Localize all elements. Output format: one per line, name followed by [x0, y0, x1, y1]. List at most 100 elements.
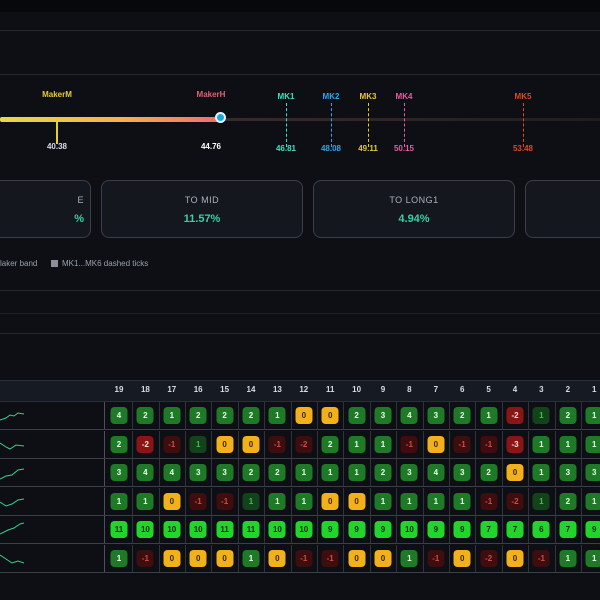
- score-badge[interactable]: 4: [136, 464, 154, 481]
- score-badge[interactable]: 1: [585, 435, 600, 453]
- score-badge[interactable]: 0: [242, 435, 260, 453]
- score-badge[interactable]: -3: [506, 435, 524, 453]
- score-badge[interactable]: 0: [295, 407, 313, 424]
- score-badge[interactable]: 10: [268, 521, 286, 538]
- table-row[interactable]: 1 1 0 -1 -1 1 1 1 0 0 1 1 1 1 -1 -2 1 2 1: [0, 487, 600, 516]
- score-badge[interactable]: 3: [216, 464, 234, 481]
- score-badge[interactable]: -1: [400, 435, 418, 453]
- score-badge[interactable]: 4: [163, 464, 181, 481]
- score-badge[interactable]: 0: [453, 549, 471, 567]
- score-badge[interactable]: 3: [374, 407, 392, 424]
- column-header[interactable]: 19: [114, 385, 124, 394]
- column-header[interactable]: 1: [591, 385, 597, 394]
- score-badge[interactable]: 1: [400, 492, 418, 510]
- score-badge[interactable]: 0: [216, 549, 234, 567]
- score-badge[interactable]: 2: [189, 407, 207, 424]
- score-badge[interactable]: -1: [189, 492, 207, 510]
- table-row[interactable]: 2 -2 -1 1 0 0 -1 -2 2 1 1 -1 0 -1 -1 -3 1 1 1: [0, 430, 600, 459]
- score-badge[interactable]: 2: [559, 407, 577, 424]
- score-badge[interactable]: 1: [532, 435, 550, 453]
- score-badge[interactable]: 3: [453, 464, 471, 481]
- column-header[interactable]: 2: [565, 385, 571, 394]
- score-badge[interactable]: 1: [268, 407, 286, 424]
- score-badge[interactable]: 1: [559, 435, 577, 453]
- column-header[interactable]: 10: [352, 385, 362, 394]
- score-badge[interactable]: 0: [427, 435, 445, 453]
- score-badge[interactable]: 2: [453, 407, 471, 424]
- score-badge[interactable]: -1: [480, 435, 498, 453]
- table-row[interactable]: 1 -1 0 0 0 1 0 -1 -1 0 0 1 -1 0 -2 0 -1 1 1: [0, 544, 600, 573]
- score-badge[interactable]: 1: [110, 492, 128, 510]
- score-badge[interactable]: 1: [163, 407, 181, 424]
- score-badge[interactable]: 3: [585, 464, 600, 481]
- column-header[interactable]: 18: [140, 385, 150, 394]
- score-badge[interactable]: 7: [559, 521, 577, 538]
- score-badge[interactable]: 1: [400, 549, 418, 567]
- score-badge[interactable]: 2: [216, 407, 234, 424]
- score-badge[interactable]: 3: [110, 464, 128, 481]
- score-badge[interactable]: 4: [427, 464, 445, 481]
- score-badge[interactable]: 7: [506, 521, 524, 538]
- score-badge[interactable]: 9: [427, 521, 445, 538]
- column-header[interactable]: 16: [193, 385, 203, 394]
- score-badge[interactable]: 1: [268, 492, 286, 510]
- score-badge[interactable]: 0: [348, 549, 366, 567]
- score-badge[interactable]: 0: [506, 549, 524, 567]
- score-badge[interactable]: 9: [348, 521, 366, 538]
- score-badge[interactable]: 4: [110, 407, 128, 424]
- score-badge[interactable]: 1: [585, 492, 600, 510]
- score-badge[interactable]: 0: [189, 549, 207, 567]
- column-header[interactable]: 14: [246, 385, 256, 394]
- score-badge[interactable]: -1: [532, 549, 550, 567]
- score-badge[interactable]: 1: [374, 435, 392, 453]
- score-badge[interactable]: 1: [348, 464, 366, 481]
- score-badge[interactable]: 10: [400, 521, 418, 538]
- score-badge[interactable]: 1: [453, 492, 471, 510]
- score-badge[interactable]: 1: [374, 492, 392, 510]
- score-badge[interactable]: 2: [136, 407, 154, 424]
- score-badge[interactable]: 1: [585, 549, 600, 567]
- score-badge[interactable]: -1: [453, 435, 471, 453]
- column-header[interactable]: 6: [459, 385, 465, 394]
- score-badge[interactable]: 1: [242, 492, 260, 510]
- score-badge[interactable]: -2: [295, 435, 313, 453]
- score-badge[interactable]: 0: [268, 549, 286, 567]
- score-badge[interactable]: -1: [480, 492, 498, 510]
- score-badge[interactable]: 0: [321, 407, 339, 424]
- score-badge[interactable]: 1: [110, 549, 128, 567]
- score-badge[interactable]: -2: [480, 549, 498, 567]
- column-header[interactable]: 15: [220, 385, 230, 394]
- score-badge[interactable]: -1: [268, 435, 286, 453]
- score-badge[interactable]: 0: [216, 435, 234, 453]
- score-badge[interactable]: 3: [427, 407, 445, 424]
- score-badge[interactable]: 1: [585, 407, 600, 424]
- score-badge[interactable]: 2: [374, 464, 392, 481]
- score-badge[interactable]: 10: [189, 521, 207, 538]
- score-badge[interactable]: 1: [427, 492, 445, 510]
- score-badge[interactable]: 1: [532, 464, 550, 481]
- score-badge[interactable]: 1: [242, 549, 260, 567]
- score-badge[interactable]: 6: [532, 521, 550, 538]
- score-badge[interactable]: 1: [295, 492, 313, 510]
- score-badge[interactable]: 2: [559, 492, 577, 510]
- score-badge[interactable]: 1: [532, 407, 550, 424]
- score-badge[interactable]: 9: [374, 521, 392, 538]
- table-row[interactable]: 4 2 1 2 2 2 1 0 0 2 3 4 3 2 1 -2 1 2 1: [0, 402, 600, 430]
- column-header[interactable]: 7: [433, 385, 439, 394]
- column-header[interactable]: 17: [167, 385, 177, 394]
- column-header[interactable]: 12: [299, 385, 309, 394]
- score-badge[interactable]: 1: [295, 464, 313, 481]
- column-header[interactable]: 8: [407, 385, 412, 394]
- score-badge[interactable]: -1: [427, 549, 445, 567]
- column-header[interactable]: 11: [325, 385, 335, 394]
- score-badge[interactable]: 4: [400, 407, 418, 424]
- score-badge[interactable]: 2: [268, 464, 286, 481]
- score-badge[interactable]: -2: [506, 407, 524, 424]
- score-badge[interactable]: 9: [321, 521, 339, 538]
- column-header[interactable]: 3: [539, 385, 544, 394]
- score-badge[interactable]: -1: [163, 435, 181, 453]
- score-badge[interactable]: 1: [321, 464, 339, 481]
- score-badge[interactable]: 11: [242, 521, 260, 538]
- score-badge[interactable]: 7: [480, 521, 498, 538]
